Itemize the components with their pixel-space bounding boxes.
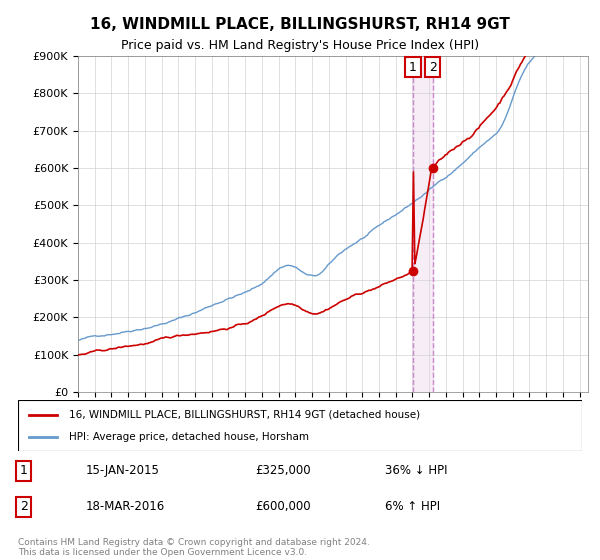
Text: Price paid vs. HM Land Registry's House Price Index (HPI): Price paid vs. HM Land Registry's House …	[121, 39, 479, 52]
Text: HPI: Average price, detached house, Horsham: HPI: Average price, detached house, Hors…	[69, 432, 309, 442]
Text: 16, WINDMILL PLACE, BILLINGSHURST, RH14 9GT: 16, WINDMILL PLACE, BILLINGSHURST, RH14 …	[90, 17, 510, 32]
Text: 2: 2	[429, 60, 437, 74]
FancyBboxPatch shape	[18, 400, 582, 451]
Text: £600,000: £600,000	[255, 501, 311, 514]
Bar	[413, 56, 433, 392]
Text: Contains HM Land Registry data © Crown copyright and database right 2024.
This d: Contains HM Land Registry data © Crown c…	[18, 538, 370, 557]
Text: 6% ↑ HPI: 6% ↑ HPI	[385, 501, 440, 514]
Text: 1: 1	[20, 464, 28, 477]
Text: 15-JAN-2015: 15-JAN-2015	[86, 464, 160, 477]
Text: 36% ↓ HPI: 36% ↓ HPI	[385, 464, 447, 477]
Text: £325,000: £325,000	[255, 464, 311, 477]
Text: 18-MAR-2016: 18-MAR-2016	[86, 501, 165, 514]
Text: 16, WINDMILL PLACE, BILLINGSHURST, RH14 9GT (detached house): 16, WINDMILL PLACE, BILLINGSHURST, RH14 …	[69, 409, 420, 419]
Text: 2: 2	[20, 501, 28, 514]
Text: 1: 1	[409, 60, 417, 74]
